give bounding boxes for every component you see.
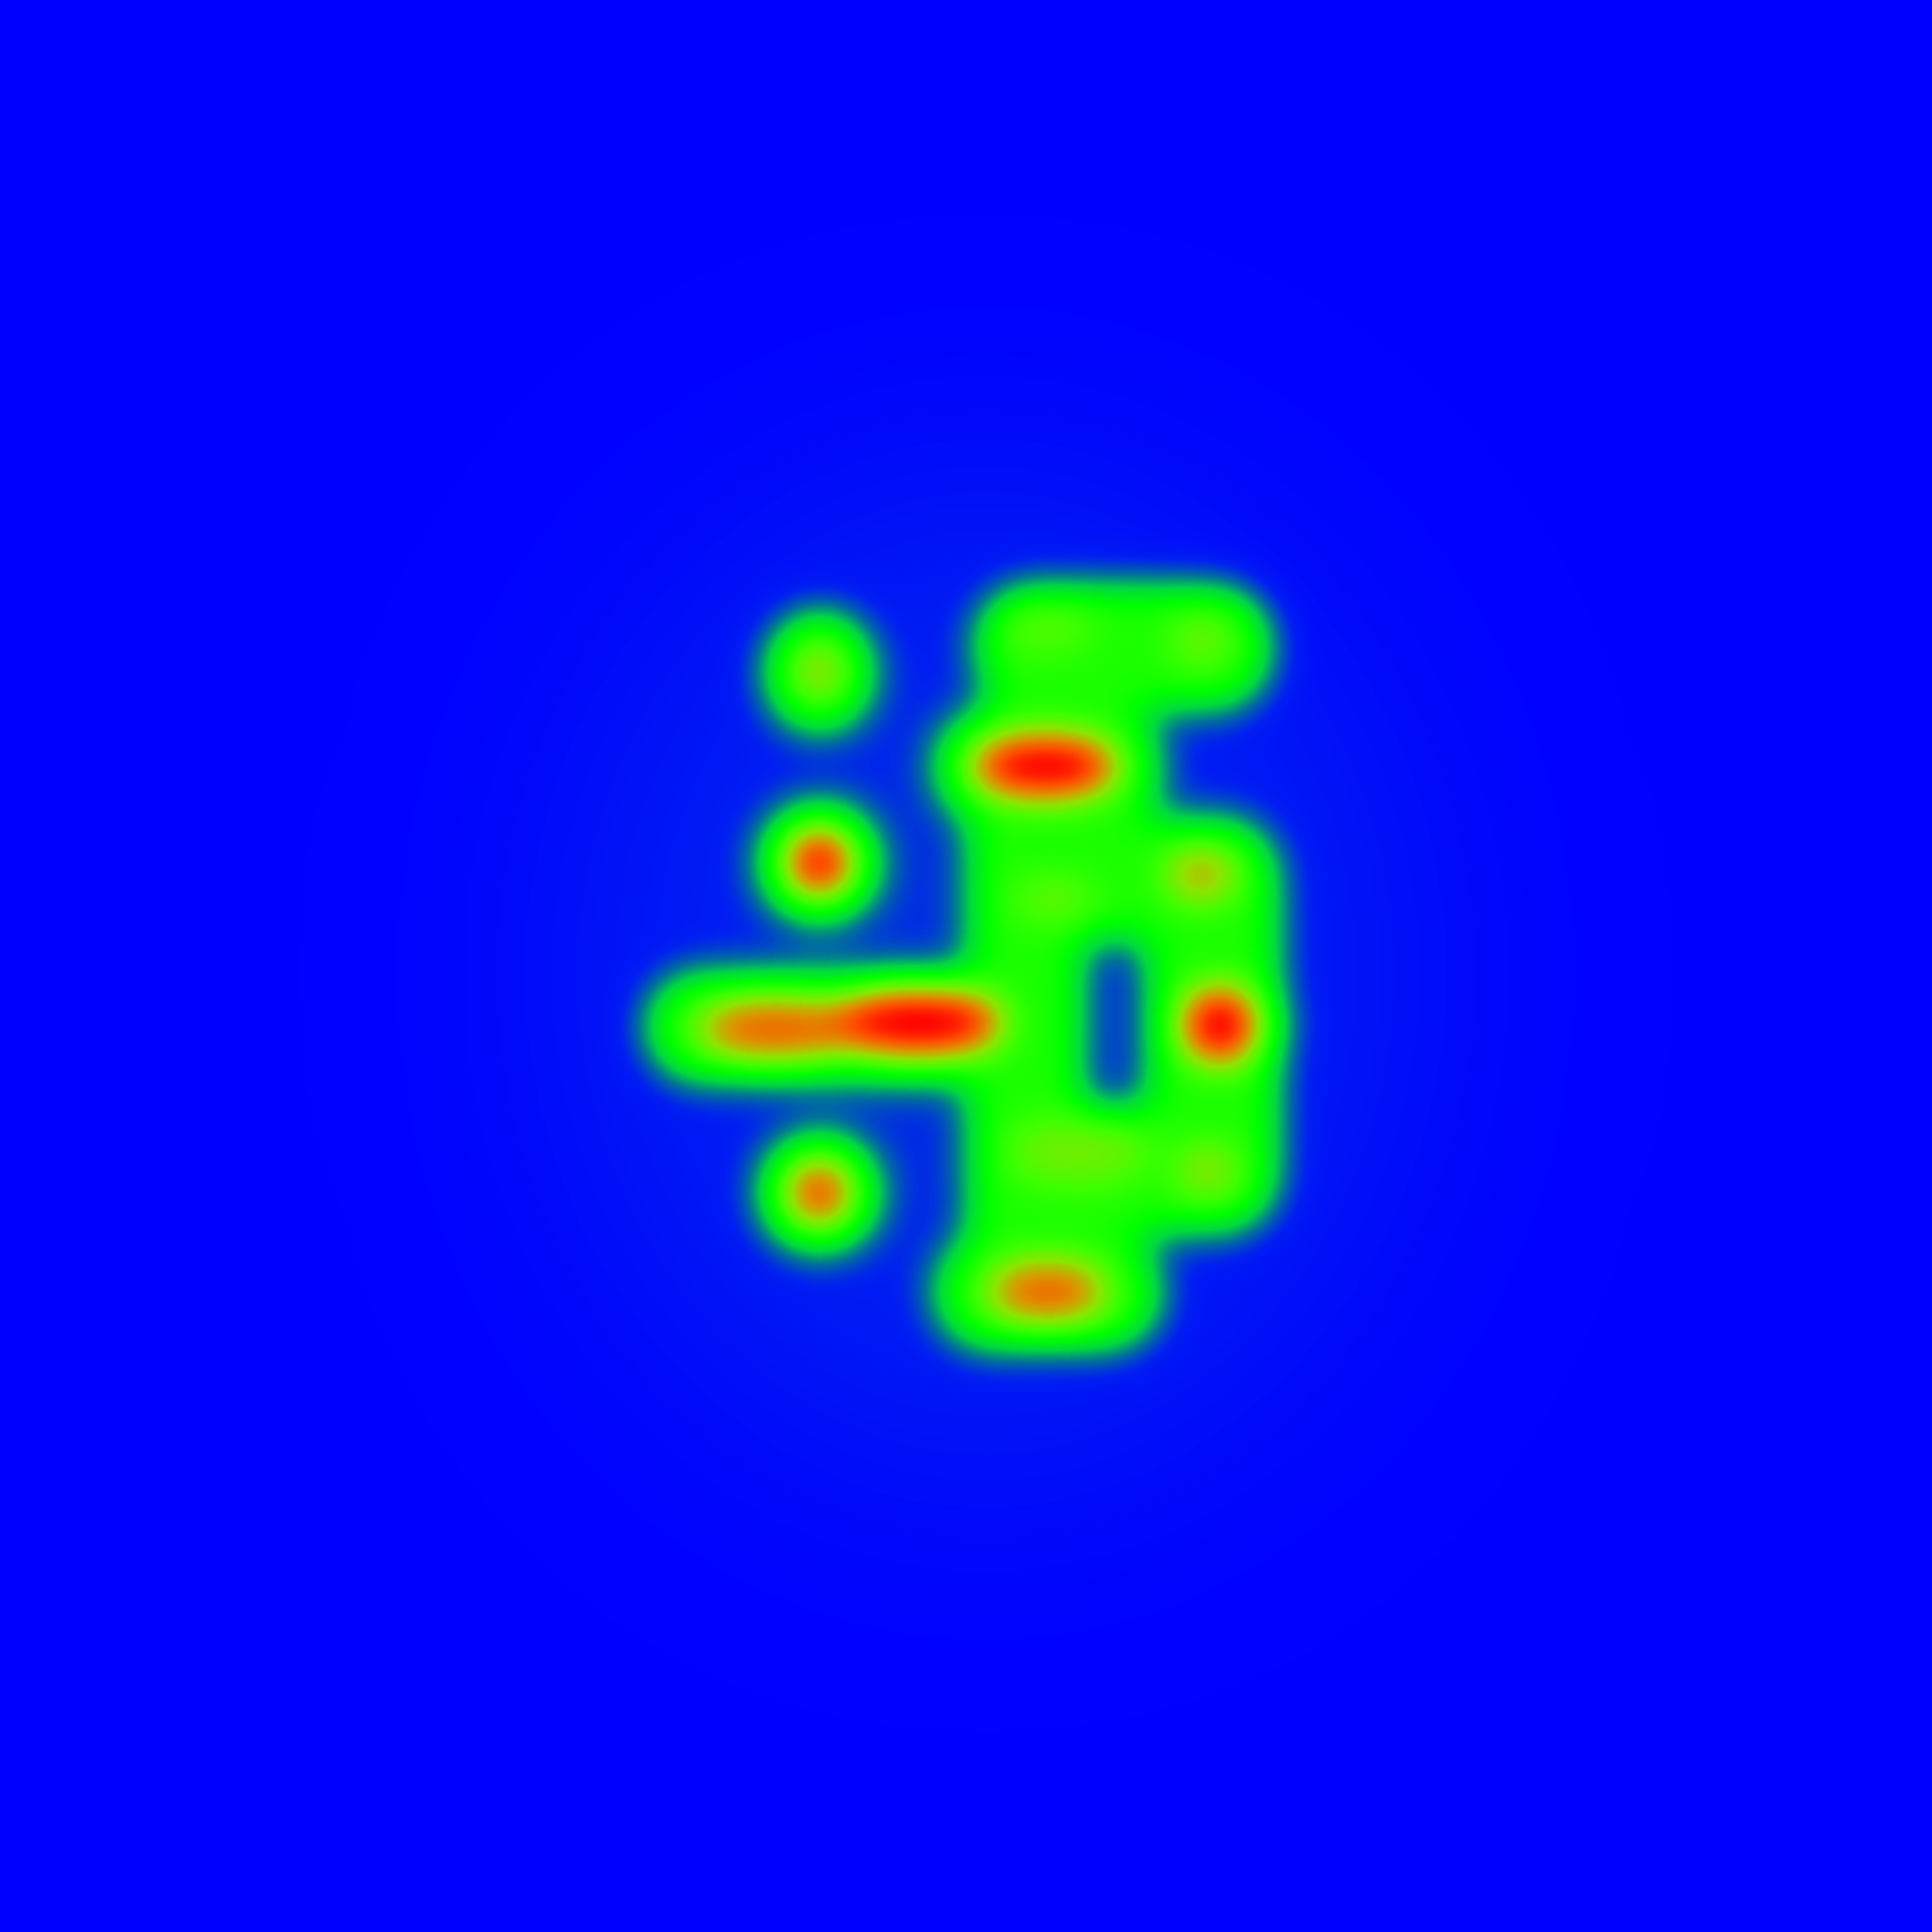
blob [1010, 880, 1097, 919]
blob [971, 737, 1119, 796]
blob [695, 999, 857, 1058]
blob [1166, 850, 1237, 900]
blob [788, 1161, 851, 1224]
blob [997, 606, 1097, 651]
blob [794, 644, 844, 699]
blob [788, 831, 851, 893]
blob [1176, 1145, 1239, 1195]
blob [1004, 1117, 1153, 1187]
blob [831, 991, 1005, 1054]
blob [985, 1261, 1109, 1322]
blob [1182, 988, 1257, 1062]
blob [1170, 616, 1233, 666]
